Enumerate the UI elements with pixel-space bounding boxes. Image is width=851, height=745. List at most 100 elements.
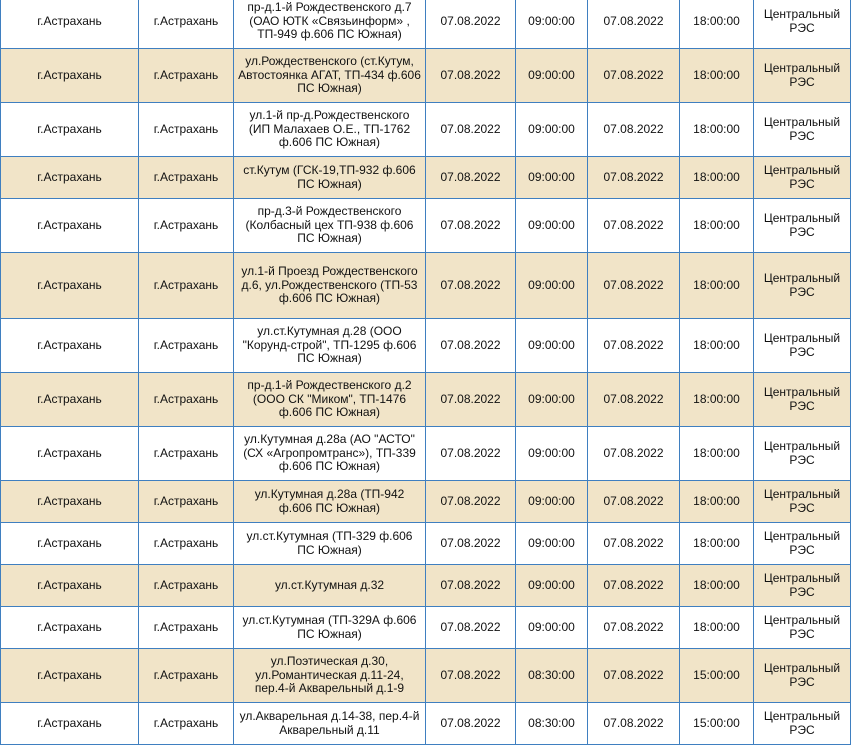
city-cell: г.Астрахань [138,252,234,319]
table-row: г.Астрахань г.Астрахань ул.ст.Кутумная (ТП… [0,606,851,649]
address-cell: ул.Акварельная д.14-38, пер.4-й Акварель… [233,702,426,745]
city-cell: г.Астрахань [138,198,234,253]
end-time-cell: 15:00:00 [679,648,754,703]
start-date-cell: 07.08.2022 [425,564,516,607]
end-time-cell: 18:00:00 [679,606,754,649]
res-cell: Центральный РЭС [753,564,851,607]
table-row: г.Астрахань г.Астрахань ул.1-й Проезд Рожд… [0,252,851,319]
address-cell: ул.ст.Кутумная д.28 (ООО "Корунд-строй",… [233,318,426,373]
city-cell: г.Астрахань [138,648,234,703]
end-time-cell: 18:00:00 [679,252,754,319]
res-cell: Центральный РЭС [753,606,851,649]
address-cell: ул.ст.Кутумная д.32 [233,564,426,607]
start-time-cell: 09:00:00 [515,522,588,565]
end-date-cell: 07.08.2022 [587,480,680,523]
start-date-cell: 07.08.2022 [425,102,516,157]
address-cell: ул.Рождественского (ст.Кутум, Автостоянк… [233,48,426,103]
table-row: г.Астрахань г.Астрахань ул.1-й пр-д.Рождес… [0,102,851,157]
res-cell: Центральный РЭС [753,702,851,745]
res-cell: Центральный РЭС [753,102,851,157]
locality-cell: г.Астрахань [0,156,139,199]
locality-cell: г.Астрахань [0,372,139,427]
end-date-cell: 07.08.2022 [587,372,680,427]
start-time-cell: 09:00:00 [515,480,588,523]
table-row: г.Астрахань г.Астрахань ул.ст.Кутумная д.2… [0,318,851,373]
start-time-cell: 09:00:00 [515,252,588,319]
city-cell: г.Астрахань [138,372,234,427]
end-date-cell: 07.08.2022 [587,102,680,157]
locality-cell: г.Астрахань [0,0,139,49]
table-row: г.Астрахань г.Астрахань ст.Кутум (ГСК-19,Т… [0,156,851,199]
locality-cell: г.Астрахань [0,606,139,649]
table-row: г.Астрахань г.Астрахань ул.ст.Кутумная д.3… [0,564,851,607]
res-cell: Центральный РЭС [753,252,851,319]
address-cell: ул.ст.Кутумная (ТП-329А ф.606 ПС Южная) [233,606,426,649]
end-time-cell: 18:00:00 [679,156,754,199]
end-time-cell: 18:00:00 [679,480,754,523]
table-row: г.Астрахань г.Астрахань ул.Рождественского… [0,48,851,103]
res-cell: Центральный РЭС [753,648,851,703]
address-cell: пр-д.1-й Рождественского д.2 (ООО СК "Ми… [233,372,426,427]
end-time-cell: 18:00:00 [679,318,754,373]
table-row: г.Астрахань г.Астрахань пр-д.1-й Рождестве… [0,0,851,49]
address-cell: ул.Поэтическая д.30, ул.Романтическая д.… [233,648,426,703]
locality-cell: г.Астрахань [0,252,139,319]
res-cell: Центральный РЭС [753,480,851,523]
end-time-cell: 18:00:00 [679,372,754,427]
start-date-cell: 07.08.2022 [425,648,516,703]
start-time-cell: 09:00:00 [515,0,588,49]
start-time-cell: 09:00:00 [515,606,588,649]
start-time-cell: 09:00:00 [515,426,588,481]
res-cell: Центральный РЭС [753,372,851,427]
end-date-cell: 07.08.2022 [587,48,680,103]
start-time-cell: 09:00:00 [515,48,588,103]
end-time-cell: 18:00:00 [679,0,754,49]
end-date-cell: 07.08.2022 [587,318,680,373]
city-cell: г.Астрахань [138,522,234,565]
start-date-cell: 07.08.2022 [425,606,516,649]
start-time-cell: 09:00:00 [515,156,588,199]
start-time-cell: 09:00:00 [515,102,588,157]
end-date-cell: 07.08.2022 [587,0,680,49]
locality-cell: г.Астрахань [0,702,139,745]
start-date-cell: 07.08.2022 [425,522,516,565]
locality-cell: г.Астрахань [0,198,139,253]
locality-cell: г.Астрахань [0,522,139,565]
table-row: г.Астрахань г.Астрахань ул.Акварельная д.1… [0,702,851,745]
res-cell: Центральный РЭС [753,426,851,481]
address-cell: ул.Кутумная д.28а (АО "АСТО" (СХ «Агропр… [233,426,426,481]
locality-cell: г.Астрахань [0,102,139,157]
end-date-cell: 07.08.2022 [587,702,680,745]
end-time-cell: 18:00:00 [679,564,754,607]
start-date-cell: 07.08.2022 [425,318,516,373]
res-cell: Центральный РЭС [753,156,851,199]
end-date-cell: 07.08.2022 [587,522,680,565]
start-date-cell: 07.08.2022 [425,198,516,253]
locality-cell: г.Астрахань [0,648,139,703]
start-time-cell: 09:00:00 [515,198,588,253]
res-cell: Центральный РЭС [753,198,851,253]
city-cell: г.Астрахань [138,426,234,481]
end-date-cell: 07.08.2022 [587,606,680,649]
start-date-cell: 07.08.2022 [425,480,516,523]
end-time-cell: 18:00:00 [679,522,754,565]
end-date-cell: 07.08.2022 [587,252,680,319]
locality-cell: г.Астрахань [0,564,139,607]
end-date-cell: 07.08.2022 [587,648,680,703]
res-cell: Центральный РЭС [753,48,851,103]
address-cell: ул.ст.Кутумная (ТП-329 ф.606 ПС Южная) [233,522,426,565]
table-row: г.Астрахань г.Астрахань ул.Кутумная д.28а … [0,480,851,523]
start-time-cell: 09:00:00 [515,372,588,427]
table-row: г.Астрахань г.Астрахань пр-д.1-й Рождестве… [0,372,851,427]
address-cell: ул.Кутумная д.28а (ТП-942 ф.606 ПС Южная… [233,480,426,523]
address-cell: пр-д.3-й Рождественского (Колбасный цех … [233,198,426,253]
locality-cell: г.Астрахань [0,318,139,373]
end-date-cell: 07.08.2022 [587,156,680,199]
city-cell: г.Астрахань [138,0,234,49]
res-cell: Центральный РЭС [753,318,851,373]
table-row: г.Астрахань г.Астрахань пр-д.3-й Рождестве… [0,198,851,253]
city-cell: г.Астрахань [138,48,234,103]
locality-cell: г.Астрахань [0,480,139,523]
